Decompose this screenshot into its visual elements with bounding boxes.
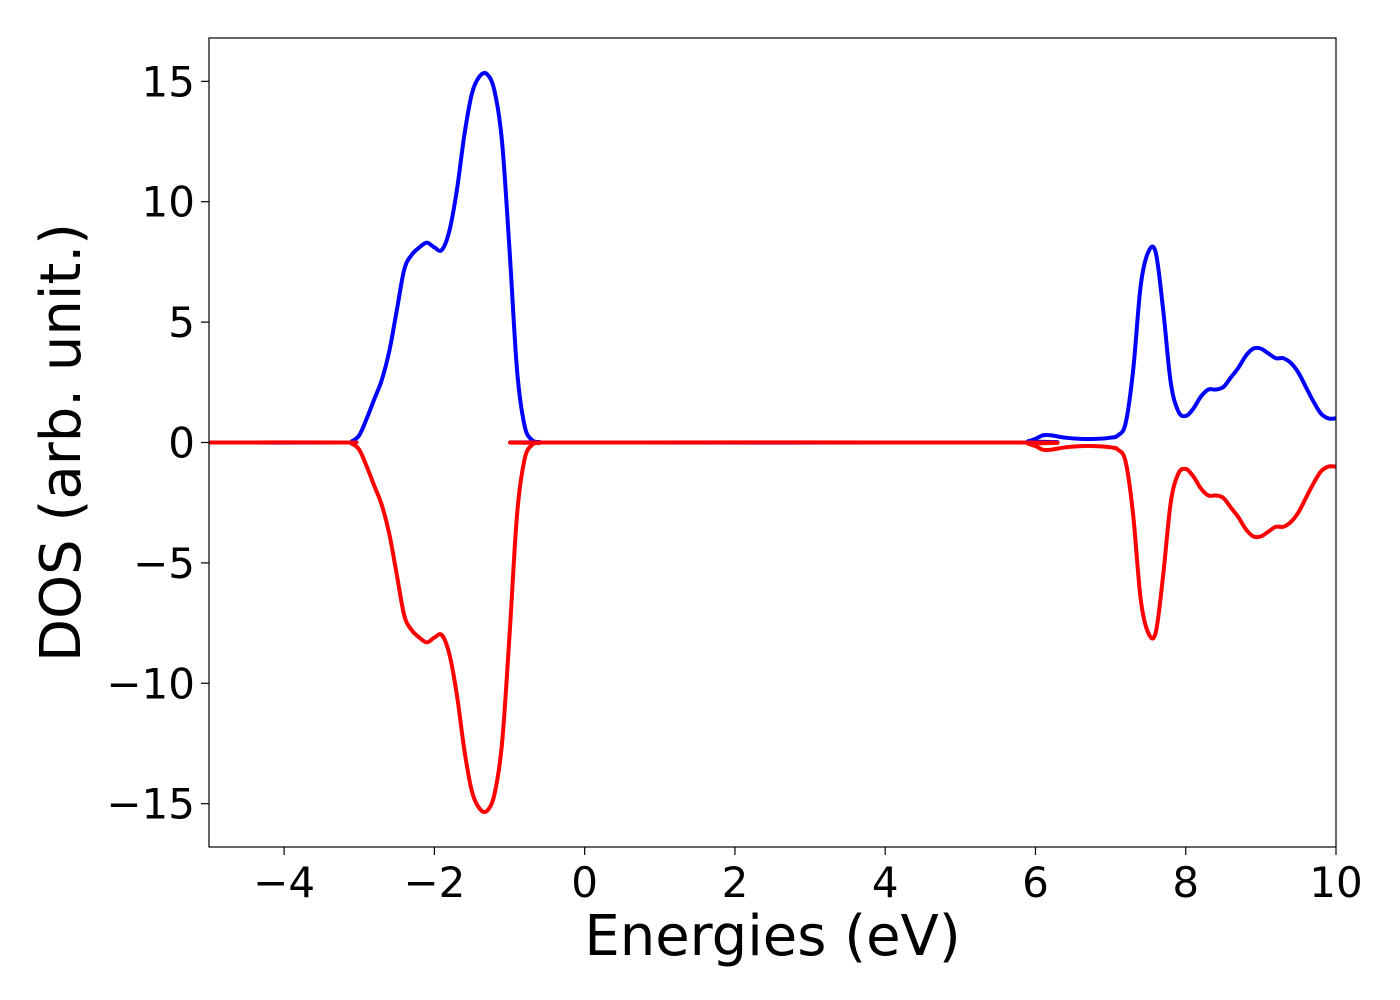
x-tick-label: 6	[1022, 858, 1049, 907]
plot-area	[208, 70, 1337, 815]
series-line-blue	[208, 70, 1337, 445]
x-tick-label: 8	[1172, 858, 1199, 907]
y-tick-label: −10	[106, 659, 195, 708]
y-tick-label: 5	[168, 298, 195, 347]
y-tick-label: 10	[142, 178, 195, 227]
x-axis: −4 −2 0 2 4 6 8 10	[253, 847, 1363, 907]
x-axis-title: Energies (eV)	[584, 904, 960, 969]
series-line-red	[208, 440, 1337, 815]
x-tick-label: −2	[403, 858, 465, 907]
y-axis: 15 10 5 0 −5 −10 −15	[106, 57, 209, 829]
x-tick-label: 4	[872, 858, 899, 907]
x-tick-label: 2	[722, 858, 749, 907]
y-tick-label: 0	[168, 419, 195, 468]
x-tick-label: 0	[571, 858, 598, 907]
x-tick-label: 10	[1309, 858, 1362, 907]
y-tick-label: −5	[133, 539, 195, 588]
y-tick-label: −15	[106, 780, 195, 829]
y-axis-title: DOS (arb. unit.)	[29, 223, 94, 662]
x-tick-label: −4	[253, 858, 315, 907]
y-tick-label: 15	[142, 57, 195, 106]
